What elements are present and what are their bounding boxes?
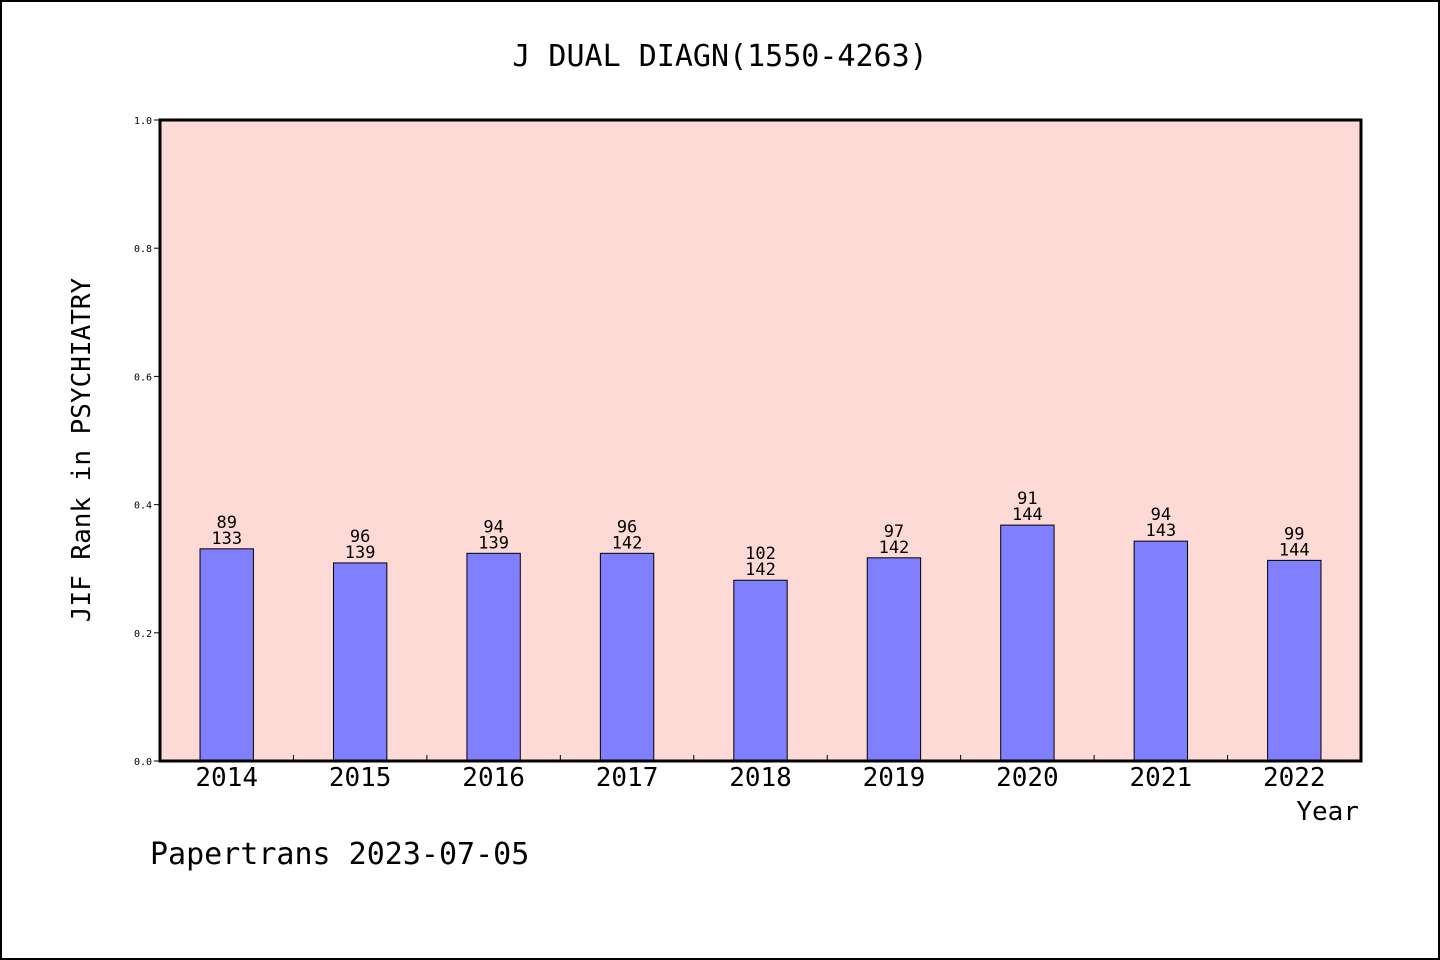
bar-rank-label: 99 [1284, 524, 1304, 544]
x-tick-label: 2018 [729, 763, 792, 793]
bar-2022 [1267, 559, 1322, 762]
bar-total-label: 144 [1012, 505, 1043, 525]
bar-rank-label: 91 [1017, 489, 1037, 509]
bar-2019 [866, 557, 922, 762]
y-tick-label: 1.0 [134, 116, 152, 127]
x-tick-label: 2015 [329, 763, 392, 793]
x-tick-label: 2022 [1263, 763, 1326, 793]
bar-total-label: 142 [612, 533, 643, 553]
bar-rank-label: 96 [350, 527, 370, 547]
x-tick-label: 2021 [1130, 763, 1193, 793]
bar-total-label: 133 [211, 529, 242, 549]
bar-2020 [1000, 524, 1055, 762]
bar-total-label: 142 [745, 560, 776, 580]
x-tick-label: 2016 [462, 763, 525, 793]
bar-rank-label: 102 [745, 544, 776, 564]
bar-2018 [733, 579, 788, 762]
y-tick-label: 0.4 [134, 501, 152, 512]
y-tick-label: 0.0 [134, 757, 152, 768]
bar-total-label: 142 [879, 538, 910, 558]
bar-2017 [599, 552, 655, 762]
y-axis-label: JIF Rank in PSYCHIATRY [67, 277, 97, 622]
bar-rank-label: 94 [1151, 505, 1171, 525]
x-tick-label: 2014 [195, 763, 258, 793]
y-tick-label: 0.8 [134, 244, 152, 255]
bar-2014 [199, 548, 254, 762]
bar-total-label: 143 [1145, 521, 1176, 541]
bar-total-label: 139 [345, 543, 376, 563]
bar-2021 [1133, 540, 1189, 762]
x-tick-label: 2017 [596, 763, 659, 793]
bar-2015 [332, 562, 388, 762]
x-axis: 2014 2015 2016 2017 2018 2019 2020 2021 2022 [195, 755, 1326, 793]
chart-title: J DUAL DIAGN(1550-4263) [512, 39, 927, 74]
bar-rank-label: 89 [216, 513, 236, 533]
y-tick-label: 0.6 [134, 372, 152, 383]
bar-2016 [466, 552, 521, 762]
bar-total-label: 139 [478, 533, 509, 553]
footer-credit: Papertrans 2023-07-05 [150, 837, 529, 872]
bar-rank-label: 94 [483, 517, 503, 537]
bar-rank-label: 96 [617, 517, 637, 537]
x-tick-label: 2020 [996, 763, 1059, 793]
x-axis-label: Year [1296, 797, 1359, 827]
plot-border [158, 118, 1363, 763]
x-tick-label: 2019 [863, 763, 926, 793]
bar-rank-label: 97 [884, 522, 904, 542]
bar-total-label: 144 [1279, 540, 1310, 560]
y-tick-label: 0.2 [134, 629, 152, 640]
